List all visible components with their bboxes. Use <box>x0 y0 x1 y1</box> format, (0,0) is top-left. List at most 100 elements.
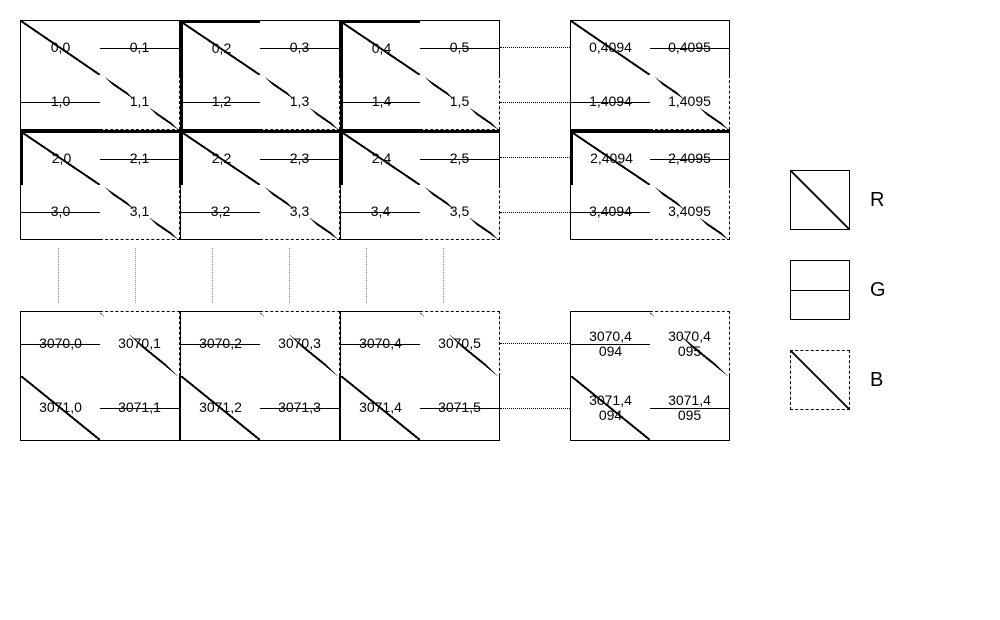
cell-label: 0,4 <box>372 41 391 56</box>
grid-cell: 2,5 <box>420 130 500 185</box>
cell-label: 3071,3 <box>278 400 321 415</box>
grid-cell: 1,3 <box>260 75 340 130</box>
grid-cell: 3,5 <box>420 185 500 240</box>
grid-cell: 1,4094 <box>570 75 650 130</box>
grid-cell: 3071,5 <box>420 376 500 441</box>
horizontal-ellipsis <box>500 47 570 49</box>
cell-label: 1,1 <box>130 94 149 109</box>
grid-cell: 3,3 <box>260 185 340 240</box>
grid-cell: 1,4095 <box>650 75 730 130</box>
cell-label: 3071,2 <box>199 400 242 415</box>
cell-label: 3,4095 <box>668 204 711 219</box>
cell-label: 3071,1 <box>118 400 161 415</box>
grid-cell: 0,5 <box>420 20 500 75</box>
grid-cell: 3070,1 <box>100 311 180 376</box>
cell-label: 2,0 <box>52 151 71 166</box>
legend-b-label: B <box>870 369 883 392</box>
cell-label: 1,4095 <box>668 94 711 109</box>
grid-cell: 3071,2 <box>180 376 260 441</box>
cell-label: 3071,4 094 <box>589 393 632 424</box>
cell-label: 3070,1 <box>118 336 161 351</box>
grid-cell: 2,0 <box>20 130 100 185</box>
grid-cell: 3071,0 <box>20 376 100 441</box>
cell-label: 0,2 <box>212 41 231 56</box>
cell-label: 3,4094 <box>589 204 632 219</box>
cell-label: 3,3 <box>290 204 309 219</box>
grid-cell: 3,4094 <box>570 185 650 240</box>
grid-cell: 3070,2 <box>180 311 260 376</box>
cell-label: 3,0 <box>51 204 70 219</box>
cell-label: 3,1 <box>130 204 149 219</box>
cell-label: 3070,2 <box>199 336 242 351</box>
grid-cell: 3071,3 <box>260 376 340 441</box>
legend-b: B <box>790 350 886 410</box>
grid-cell: 3070,3 <box>260 311 340 376</box>
cell-label: 0,1 <box>130 40 149 55</box>
legend-r-label: R <box>870 189 884 212</box>
horizontal-ellipsis <box>500 157 570 159</box>
top-block: 0,00,10,20,30,40,50,40940,40951,01,11,21… <box>20 20 730 240</box>
grid-cell: 2,4095 <box>650 130 730 185</box>
vertical-ellipsis <box>58 248 730 303</box>
cell-label: 1,5 <box>450 94 469 109</box>
cell-label: 3071,4 <box>359 400 402 415</box>
grid-cell: 0,1 <box>100 20 180 75</box>
grid-cell: 1,0 <box>20 75 100 130</box>
cell-label: 2,4 <box>372 151 391 166</box>
grid-cell: 0,2 <box>180 20 260 75</box>
horizontal-ellipsis <box>500 408 570 410</box>
cell-label: 0,4095 <box>668 40 711 55</box>
grid-cell: 2,2 <box>180 130 260 185</box>
cell-label: 3,4 <box>371 204 390 219</box>
grid-cell: 2,4 <box>340 130 420 185</box>
cell-label: 0,4094 <box>589 40 632 55</box>
cell-label: 2,3 <box>290 151 309 166</box>
grid-cell: 3071,4 095 <box>650 376 730 441</box>
grid-cell: 0,4094 <box>570 20 650 75</box>
cell-label: 3070,4 094 <box>589 329 632 360</box>
cell-label: 2,5 <box>450 151 469 166</box>
grid-cell: 1,4 <box>340 75 420 130</box>
legend-r-icon <box>790 170 850 230</box>
cell-label: 3070,0 <box>39 336 82 351</box>
cell-label: 3070,4 <box>359 336 402 351</box>
grid-cell: 2,3 <box>260 130 340 185</box>
grid-cell: 3070,0 <box>20 311 100 376</box>
cell-label: 3071,0 <box>39 400 82 415</box>
cell-label: 1,3 <box>290 94 309 109</box>
grid-cell: 3070,4 <box>340 311 420 376</box>
cell-label: 1,4 <box>372 94 391 109</box>
cell-label: 2,2 <box>212 151 231 166</box>
cell-label: 3071,4 095 <box>668 393 711 424</box>
grid-cell: 2,4094 <box>570 130 650 185</box>
grid-cell: 1,5 <box>420 75 500 130</box>
horizontal-ellipsis <box>500 343 570 345</box>
pixel-grid: 0,00,10,20,30,40,50,40940,40951,01,11,21… <box>20 20 730 441</box>
cell-label: 3070,3 <box>278 336 321 351</box>
legend-g-label: G <box>870 279 886 302</box>
grid-cell: 3070,4 094 <box>570 311 650 376</box>
cell-label: 1,4094 <box>589 94 632 109</box>
cell-label: 3,5 <box>450 204 469 219</box>
grid-cell: 3071,1 <box>100 376 180 441</box>
legend-g-icon <box>790 260 850 320</box>
cell-label: 3070,4 095 <box>668 329 711 360</box>
cell-label: 1,0 <box>51 94 70 109</box>
grid-cell: 3070,4 095 <box>650 311 730 376</box>
grid-cell: 0,4 <box>340 20 420 75</box>
cell-label: 1,2 <box>212 94 231 109</box>
cell-label: 2,4094 <box>590 151 633 166</box>
grid-cell: 2,1 <box>100 130 180 185</box>
grid-cell: 0,0 <box>20 20 100 75</box>
grid-cell: 0,4095 <box>650 20 730 75</box>
grid-cell: 1,1 <box>100 75 180 130</box>
grid-cell: 3,2 <box>180 185 260 240</box>
cell-label: 0,0 <box>51 40 70 55</box>
grid-cell: 3071,4 094 <box>570 376 650 441</box>
grid-cell: 3,4095 <box>650 185 730 240</box>
cell-label: 0,5 <box>450 40 469 55</box>
grid-cell: 3,0 <box>20 185 100 240</box>
horizontal-ellipsis <box>500 102 570 104</box>
grid-cell: 3,1 <box>100 185 180 240</box>
cell-label: 3070,5 <box>438 336 481 351</box>
